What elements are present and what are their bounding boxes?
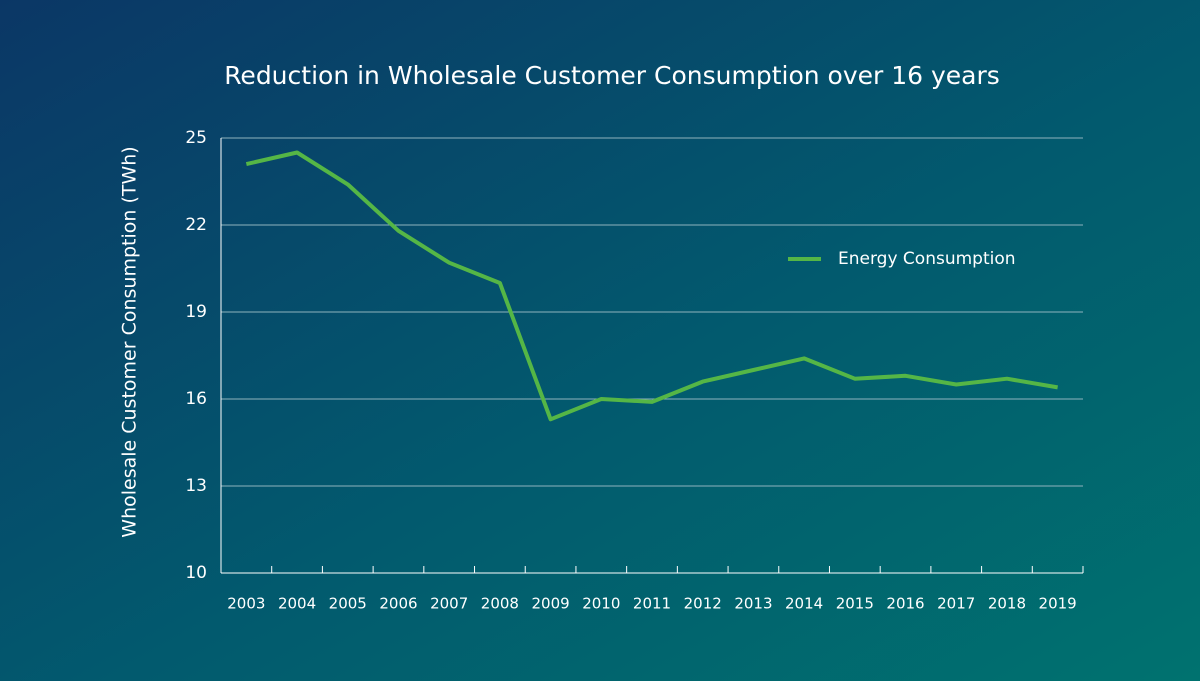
- y-axis-label: Wholesale Customer Consumption (TWh): [119, 146, 141, 537]
- x-tick-label: 2003: [227, 595, 265, 613]
- x-tick-label: 2009: [531, 595, 569, 613]
- x-tick-label: 2014: [785, 595, 823, 613]
- chart-title: Reduction in Wholesale Customer Consumpt…: [224, 61, 1000, 90]
- x-tick-label: 2011: [633, 595, 671, 613]
- x-tick-label: 2016: [886, 595, 924, 613]
- x-tick-label: 2005: [329, 595, 367, 613]
- x-tick-label: 2008: [481, 595, 519, 613]
- y-tick-label: 19: [185, 302, 207, 322]
- y-tick-label: 16: [185, 389, 207, 409]
- x-tick-label: 2015: [836, 595, 874, 613]
- legend-label: Energy Consumption: [838, 249, 1016, 269]
- y-tick-label: 10: [185, 563, 207, 583]
- data-line: [245, 150, 1058, 422]
- x-tick-label: 2017: [937, 595, 975, 613]
- y-tick-label: 13: [185, 476, 207, 496]
- y-tick-label: 22: [185, 215, 207, 235]
- x-tick-label: 2006: [379, 595, 417, 613]
- x-tick-label: 2012: [684, 595, 722, 613]
- y-tick-label: 25: [185, 128, 207, 148]
- x-tick-label: 2004: [278, 595, 316, 613]
- x-tick-label: 2013: [734, 595, 772, 613]
- x-tick-label: 2018: [988, 595, 1026, 613]
- x-tick-label: 2019: [1039, 595, 1077, 613]
- x-tick-label: 2010: [582, 595, 620, 613]
- x-tick-label: 2007: [430, 595, 468, 613]
